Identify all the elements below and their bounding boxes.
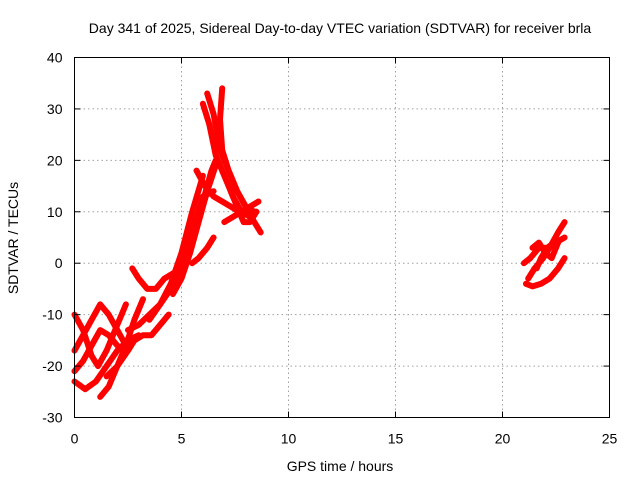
grid: [74, 57, 610, 418]
tick-layer: 0 5 10 15 20 25 -30 -20 -10 0 10 20 30 40: [42, 50, 617, 447]
x-tick-label: 15: [388, 431, 404, 447]
y-tick-label: 0: [55, 255, 63, 271]
chart-title: Day 341 of 2025, Sidereal Day-to-day VTE…: [89, 20, 592, 36]
series-arc18: [227, 188, 260, 226]
x-tick-label: 5: [178, 431, 186, 447]
y-tick-label: 40: [47, 50, 63, 66]
series-arc12: [189, 234, 217, 267]
y-axis-label: SDTVAR / TECUs: [5, 182, 21, 294]
series-arc6: [103, 311, 172, 380]
y-tick-label: 20: [47, 152, 63, 168]
y-tick-label: 10: [47, 204, 63, 220]
series-arc3: [71, 301, 129, 354]
plot-frame: [74, 57, 610, 418]
x-tick-label: 20: [495, 431, 511, 447]
x-axis-label: GPS time / hours: [287, 458, 394, 474]
x-tick-label: 10: [281, 431, 297, 447]
series-arc11: [178, 157, 219, 277]
series-arc23: [533, 239, 557, 272]
series-arc19: [523, 255, 568, 290]
y-tick-label: -10: [42, 307, 62, 323]
x-tick-label: 25: [602, 431, 618, 447]
series-layer: [71, 85, 568, 400]
x-tick-label: 0: [71, 431, 79, 447]
y-tick-label: -20: [42, 358, 62, 374]
y-tick-label: 30: [47, 101, 63, 117]
y-tick-label: -30: [42, 410, 62, 426]
